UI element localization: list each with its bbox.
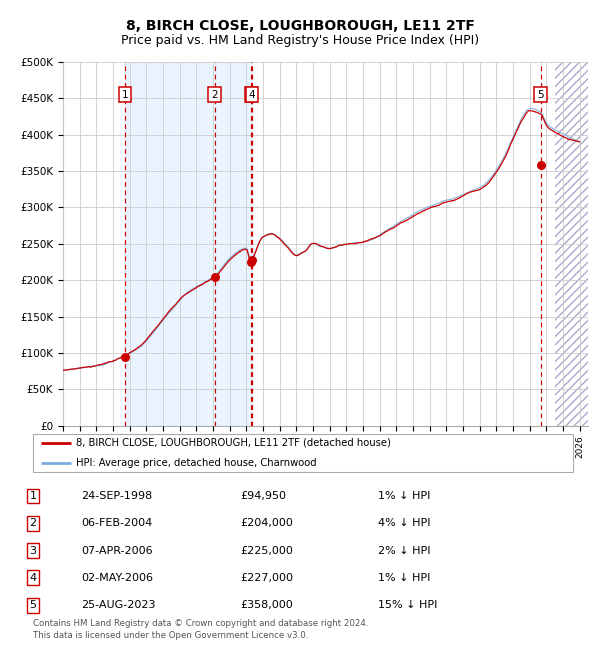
Text: 3: 3 xyxy=(248,90,254,99)
Text: 4: 4 xyxy=(29,573,37,583)
Text: 2: 2 xyxy=(29,518,37,528)
Text: 1% ↓ HPI: 1% ↓ HPI xyxy=(378,573,430,583)
Text: 4% ↓ HPI: 4% ↓ HPI xyxy=(378,518,431,528)
FancyBboxPatch shape xyxy=(33,434,573,471)
Text: 5: 5 xyxy=(29,600,37,610)
Text: 4: 4 xyxy=(248,90,255,99)
Bar xyxy=(125,62,252,426)
Text: £225,000: £225,000 xyxy=(240,545,293,556)
Text: £94,950: £94,950 xyxy=(240,491,286,501)
Text: 8, BIRCH CLOSE, LOUGHBOROUGH, LE11 2TF (detached house): 8, BIRCH CLOSE, LOUGHBOROUGH, LE11 2TF (… xyxy=(76,438,391,448)
Text: 2% ↓ HPI: 2% ↓ HPI xyxy=(378,545,431,556)
Text: HPI: Average price, detached house, Charnwood: HPI: Average price, detached house, Char… xyxy=(76,458,317,467)
Text: Contains HM Land Registry data © Crown copyright and database right 2024.: Contains HM Land Registry data © Crown c… xyxy=(33,619,368,628)
Text: This data is licensed under the Open Government Licence v3.0.: This data is licensed under the Open Gov… xyxy=(33,630,308,640)
Text: 1: 1 xyxy=(29,491,37,501)
Text: 25-AUG-2023: 25-AUG-2023 xyxy=(81,600,155,610)
Text: £204,000: £204,000 xyxy=(240,518,293,528)
Text: 06-FEB-2004: 06-FEB-2004 xyxy=(81,518,152,528)
Text: 24-SEP-1998: 24-SEP-1998 xyxy=(81,491,152,501)
Text: 15% ↓ HPI: 15% ↓ HPI xyxy=(378,600,437,610)
Text: £358,000: £358,000 xyxy=(240,600,293,610)
Text: 3: 3 xyxy=(29,545,37,556)
Bar xyxy=(554,62,588,426)
Text: 07-APR-2006: 07-APR-2006 xyxy=(81,545,152,556)
Text: 1: 1 xyxy=(122,90,128,99)
Text: 5: 5 xyxy=(537,90,544,99)
Text: 8, BIRCH CLOSE, LOUGHBOROUGH, LE11 2TF: 8, BIRCH CLOSE, LOUGHBOROUGH, LE11 2TF xyxy=(125,20,475,34)
Text: 2: 2 xyxy=(211,90,218,99)
Text: £227,000: £227,000 xyxy=(240,573,293,583)
Text: 02-MAY-2006: 02-MAY-2006 xyxy=(81,573,153,583)
Text: 1% ↓ HPI: 1% ↓ HPI xyxy=(378,491,430,501)
Bar xyxy=(554,62,588,426)
Text: Price paid vs. HM Land Registry's House Price Index (HPI): Price paid vs. HM Land Registry's House … xyxy=(121,34,479,47)
